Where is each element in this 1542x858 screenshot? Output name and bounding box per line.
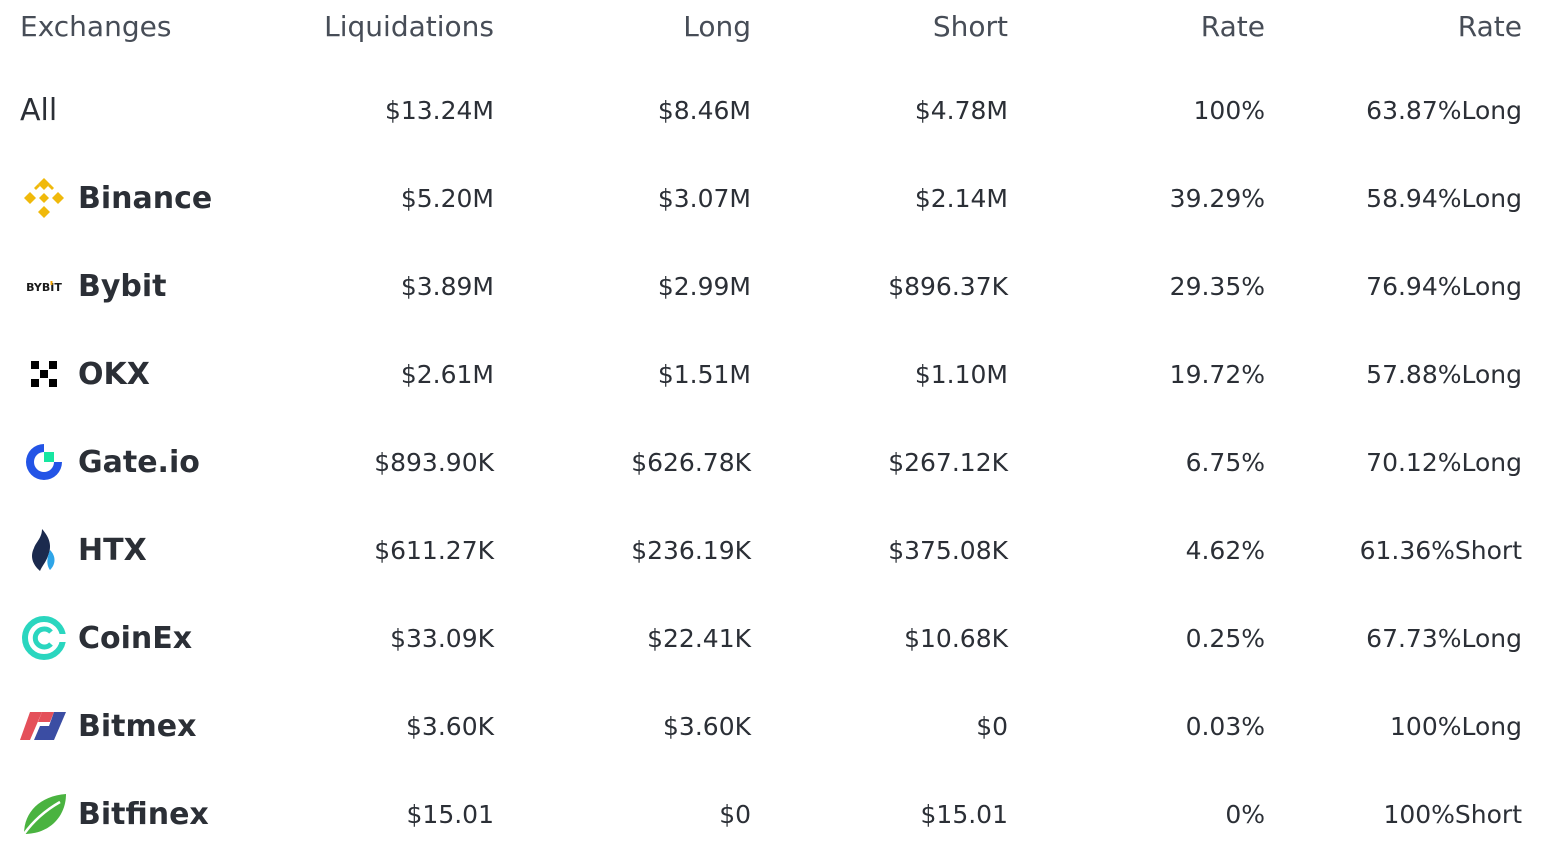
liquidations-value: $13.24M — [384, 95, 494, 125]
rate-value: 6.75% — [1185, 447, 1265, 477]
table-row[interactable]: OKX $2.61M $1.51M $1.10M 19.72% 57.88%Lo… — [0, 330, 1542, 418]
side-rate-value: 70.12%Long — [1366, 447, 1522, 477]
table-header: Exchanges Liquidations Long Short Rate R… — [0, 0, 1542, 52]
liquidations-value: $15.01 — [406, 799, 494, 829]
exchange-cell: Binance — [20, 154, 300, 242]
long-value: $3.07M — [657, 183, 751, 213]
side-rate-value: 57.88%Long — [1366, 359, 1522, 389]
rate-value: 4.62% — [1185, 535, 1265, 565]
long-value: $236.19K — [631, 535, 751, 565]
rate-value: 19.72% — [1169, 359, 1265, 389]
liquidations-value: $3.89M — [400, 271, 494, 301]
bitfinex-logo-icon — [20, 790, 68, 838]
gateio-logo-icon — [20, 438, 68, 486]
table-row[interactable]: Bitfinex $15.01 $0 $15.01 0% 100%Short — [0, 770, 1542, 858]
table-row: All $13.24M $8.46M $4.78M 100% 63.87%Lon… — [0, 66, 1542, 154]
exchange-cell: Bitfinex — [20, 770, 300, 858]
liquidations-value: $893.90K — [374, 447, 494, 477]
exchange-name[interactable]: Binance — [78, 180, 213, 216]
header-side-rate[interactable]: Rate — [1457, 9, 1522, 43]
liquidations-table: Exchanges Liquidations Long Short Rate R… — [0, 0, 1542, 835]
table-row[interactable]: Binance $5.20M $3.07M $2.14M 39.29% 58.9… — [0, 154, 1542, 242]
exchange-cell: Gate.io — [20, 418, 300, 506]
exchange-cell: All — [20, 66, 300, 154]
long-value: $0 — [719, 799, 751, 829]
table-row[interactable]: HTX $611.27K $236.19K $375.08K 4.62% 61.… — [0, 506, 1542, 594]
rate-value: 29.35% — [1169, 271, 1265, 301]
exchange-cell: BYBIT Bybit — [20, 242, 300, 330]
exchange-cell: CoinEx — [20, 594, 300, 682]
short-value: $4.78M — [914, 95, 1008, 125]
coinex-logo-icon — [20, 614, 68, 662]
long-value: $22.41K — [647, 623, 751, 653]
short-value: $375.08K — [888, 535, 1008, 565]
exchange-name[interactable]: HTX — [78, 532, 147, 568]
short-value: $896.37K — [888, 271, 1008, 301]
exchange-cell: Bitmex — [20, 682, 300, 770]
rate-value: 0.03% — [1185, 711, 1265, 741]
rate-value: 0% — [1225, 799, 1265, 829]
exchange-name[interactable]: Bybit — [78, 268, 167, 304]
header-rate[interactable]: Rate — [1200, 9, 1265, 43]
exchange-name[interactable]: Gate.io — [78, 444, 200, 480]
svg-text:BYBIT: BYBIT — [26, 281, 62, 294]
side-rate-value: 67.73%Long — [1366, 623, 1522, 653]
htx-logo-icon — [20, 526, 68, 574]
bybit-logo-icon: BYBIT — [20, 262, 68, 310]
short-value: $10.68K — [904, 623, 1008, 653]
rate-value: 0.25% — [1185, 623, 1265, 653]
short-value: $1.10M — [914, 359, 1008, 389]
table-row[interactable]: CoinEx $33.09K $22.41K $10.68K 0.25% 67.… — [0, 594, 1542, 682]
liquidations-value: $33.09K — [390, 623, 494, 653]
exchange-name[interactable]: CoinEx — [78, 620, 193, 656]
rate-value: 39.29% — [1169, 183, 1265, 213]
short-value: $2.14M — [914, 183, 1008, 213]
liquidations-value: $2.61M — [400, 359, 494, 389]
side-rate-value: 100%Long — [1390, 711, 1522, 741]
table-row[interactable]: Gate.io $893.90K $626.78K $267.12K 6.75%… — [0, 418, 1542, 506]
short-value: $0 — [976, 711, 1008, 741]
exchange-cell: HTX — [20, 506, 300, 594]
long-value: $626.78K — [631, 447, 751, 477]
liquidations-value: $5.20M — [400, 183, 494, 213]
short-value: $15.01 — [920, 799, 1008, 829]
side-rate-value: 58.94%Long — [1366, 183, 1522, 213]
liquidations-value: $611.27K — [374, 535, 494, 565]
side-rate-value: 63.87%Long — [1366, 95, 1522, 125]
side-rate-value: 61.36%Short — [1359, 535, 1522, 565]
long-value: $2.99M — [657, 271, 751, 301]
table-row[interactable]: BYBIT Bybit $3.89M $2.99M $896.37K 29.35… — [0, 242, 1542, 330]
bitmex-logo-icon — [20, 702, 68, 750]
exchange-cell: OKX — [20, 330, 300, 418]
exchange-name[interactable]: Bitmex — [78, 708, 197, 744]
exchange-name[interactable]: Bitfinex — [78, 796, 209, 832]
side-rate-value: 76.94%Long — [1366, 271, 1522, 301]
header-short[interactable]: Short — [932, 9, 1008, 43]
header-exchanges[interactable]: Exchanges — [20, 9, 172, 43]
header-liquidations[interactable]: Liquidations — [324, 9, 494, 43]
long-value: $3.60K — [663, 711, 751, 741]
rate-value: 100% — [1193, 95, 1265, 125]
table-row[interactable]: Bitmex $3.60K $3.60K $0 0.03% 100%Long — [0, 682, 1542, 770]
okx-logo-icon — [20, 350, 68, 398]
side-rate-value: 100%Short — [1383, 799, 1522, 829]
exchange-name[interactable]: OKX — [78, 356, 150, 392]
header-long[interactable]: Long — [683, 9, 751, 43]
binance-logo-icon — [20, 174, 68, 222]
long-value: $8.46M — [657, 95, 751, 125]
liquidations-value: $3.60K — [406, 711, 494, 741]
long-value: $1.51M — [657, 359, 751, 389]
exchange-name: All — [20, 92, 58, 128]
short-value: $267.12K — [888, 447, 1008, 477]
